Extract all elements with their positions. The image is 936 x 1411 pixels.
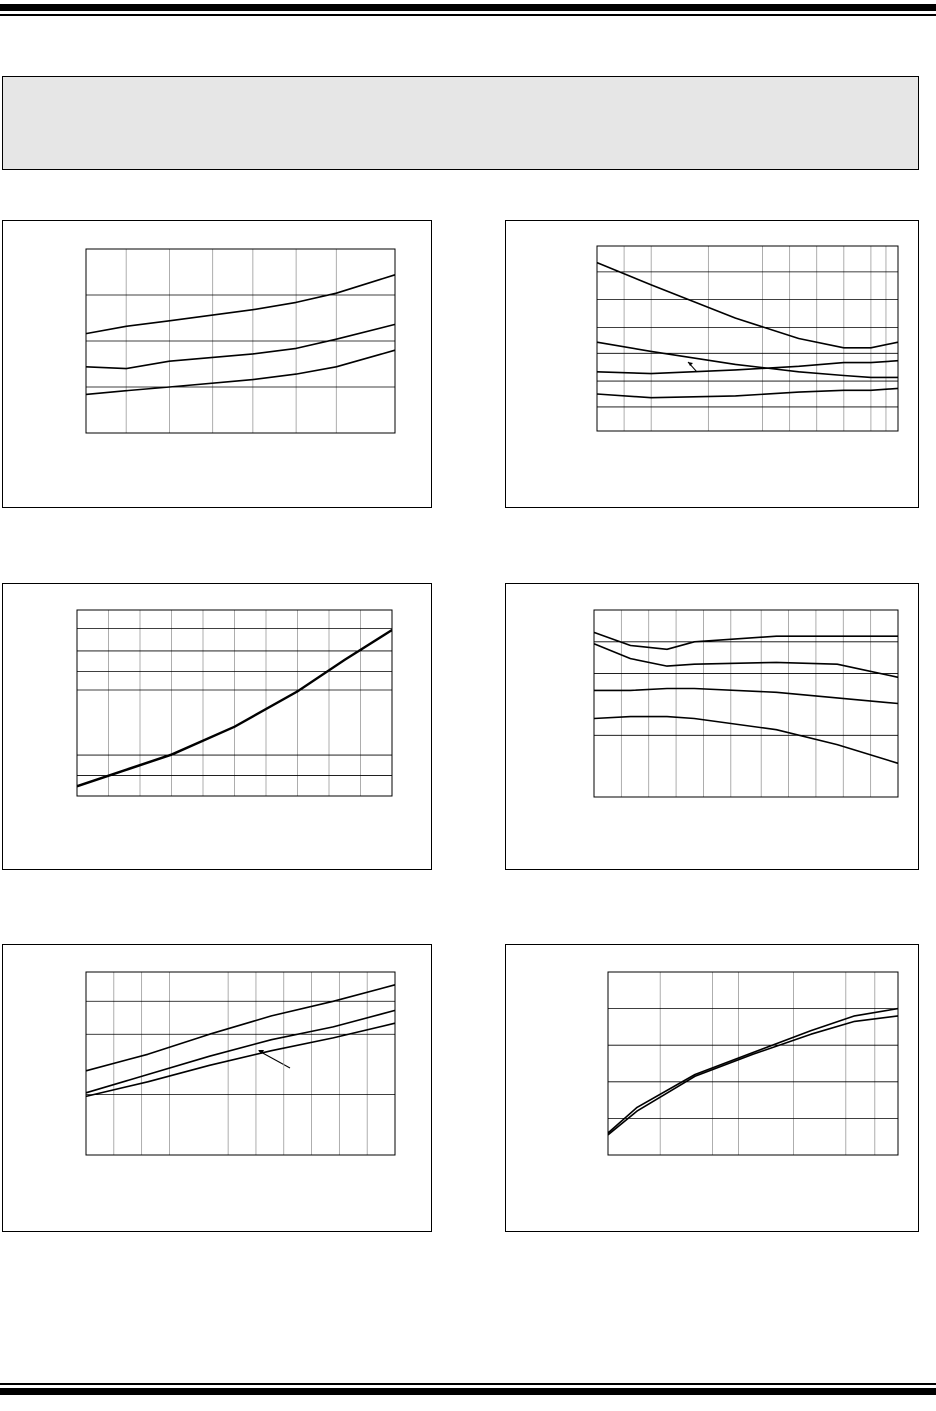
curve [76,628,393,787]
curve [607,1007,899,1134]
top-rule-thin [0,14,936,16]
plot-area [607,971,899,1156]
bottom-rule [0,1388,936,1395]
curve [607,1015,899,1136]
curve [596,387,899,399]
curve [85,323,396,370]
curve [596,359,899,375]
curve [596,341,898,379]
curve [85,349,396,396]
curve [593,715,899,765]
figure-frame [505,220,919,508]
plot-area [596,245,899,432]
curve [593,642,899,679]
figure-frame [505,944,919,1232]
figure-frame [2,220,432,508]
top-rule [0,4,936,11]
curve [85,1022,396,1098]
header-box [2,76,919,170]
figure-frame [2,583,432,870]
curve [85,274,396,335]
curve [594,687,899,705]
arrow-head [688,362,693,366]
curve [85,984,396,1072]
curve [85,1009,396,1094]
figure-frame [2,944,432,1232]
plot-area [85,971,396,1156]
arrow [258,1050,291,1069]
plot-area [85,248,396,434]
figure-frame [505,583,919,870]
bottom-rule-thin [0,1383,936,1385]
curve [596,261,899,349]
curve [593,631,898,651]
plot-area [76,609,393,797]
